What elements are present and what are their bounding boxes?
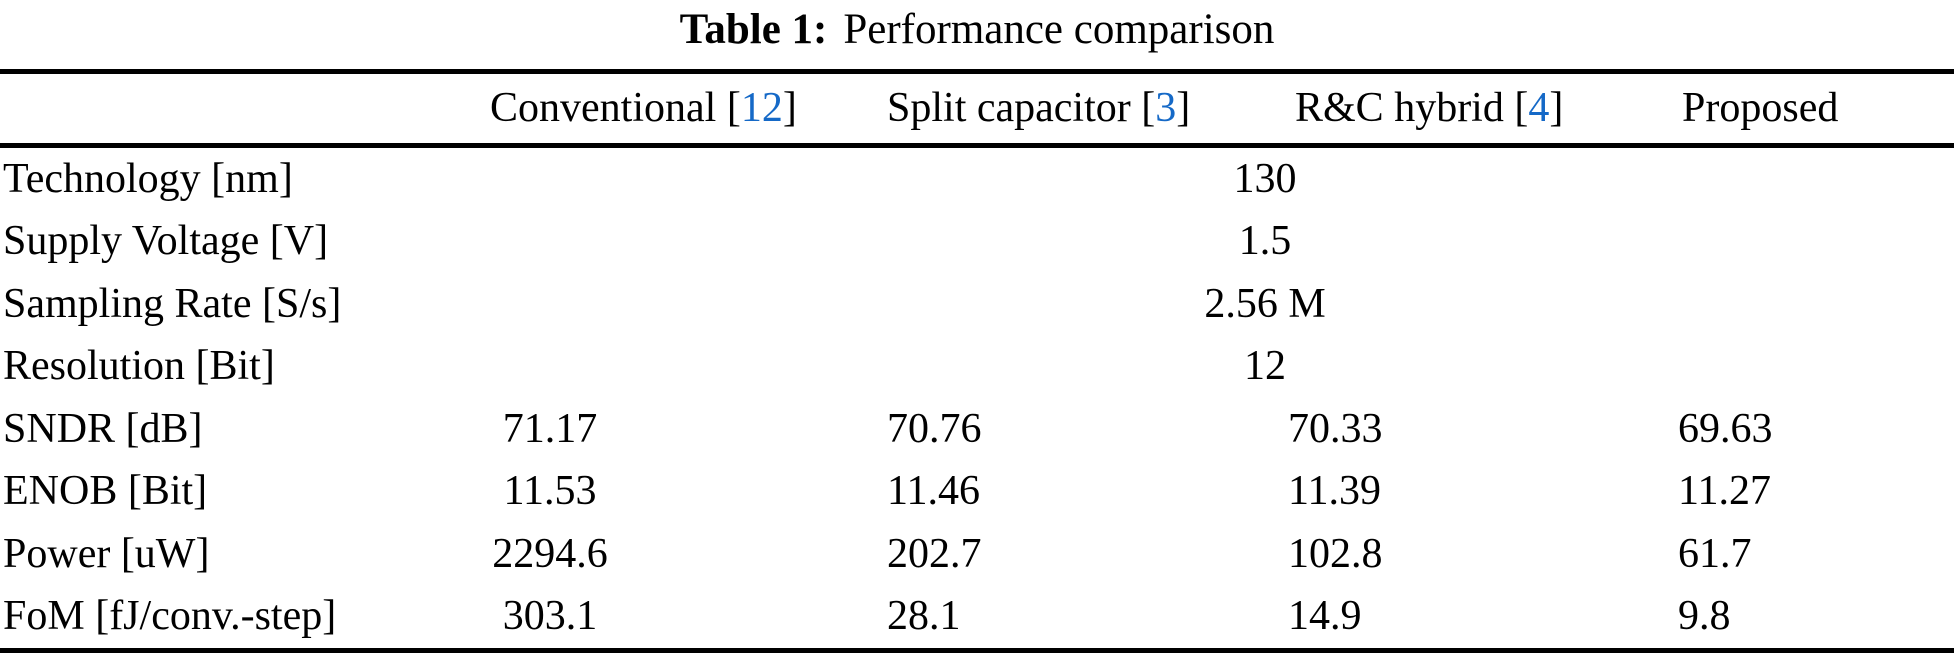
column-header-label: Proposed (1682, 85, 1839, 131)
row-label: Resolution [Bit] (3, 343, 275, 389)
citation-bracket: ] (1549, 85, 1564, 131)
citation-bracket: [ (716, 85, 741, 131)
cell-value: 11.39 (1288, 468, 1381, 514)
shared-cell-value: 2.56 M (1204, 281, 1326, 327)
cell-value: 303.1 (502, 593, 598, 639)
cell-value: 11.53 (503, 468, 597, 514)
table-row-resolution: Resolution [Bit] 12 (0, 335, 1954, 398)
citation-link-12[interactable]: 12 (740, 85, 783, 131)
cell-value: 9.8 (1678, 593, 1731, 639)
cell-value: 28.1 (887, 593, 961, 639)
column-header-rc-hybrid: R&C hybrid [4] (1295, 74, 1563, 143)
column-header-label: Split capacitor (887, 85, 1131, 131)
column-header-split-capacitor: Split capacitor [3] (887, 74, 1190, 143)
column-header-conventional: Conventional [12] (490, 74, 797, 143)
citation-link-3[interactable]: 3 (1155, 85, 1177, 131)
row-label: ENOB [Bit] (3, 468, 208, 514)
table-row-sndr: SNDR [dB] 71.17 70.76 70.33 69.63 (0, 398, 1954, 461)
row-label: Power [uW] (3, 531, 210, 577)
row-label: FoM [fJ/conv.-step] (3, 593, 337, 639)
cell-value: 2294.6 (492, 531, 608, 577)
cell-value: 70.76 (887, 406, 982, 452)
table-caption: Table 1: Performance comparison (0, 2, 1954, 58)
table-top-rule (0, 69, 1954, 74)
cell-value: 102.8 (1288, 531, 1383, 577)
table-row-technology: Technology [nm] 130 (0, 148, 1954, 211)
row-label: Sampling Rate [S/s] (3, 281, 342, 327)
shared-cell-value: 130 (1233, 156, 1297, 202)
table-row-power: Power [uW] 2294.6 202.7 102.8 61.7 (0, 523, 1954, 586)
row-label: Supply Voltage [V] (3, 218, 329, 264)
table-row-sampling-rate: Sampling Rate [S/s] 2.56 M (0, 273, 1954, 336)
citation-bracket: [ (1130, 85, 1156, 131)
cell-value: 70.33 (1288, 406, 1383, 452)
caption-title-text: Performance comparison (843, 6, 1275, 53)
citation-bracket: ] (1176, 85, 1191, 131)
cell-value: 61.7 (1678, 531, 1752, 577)
cell-value: 11.46 (887, 468, 980, 514)
caption-number-label: Table 1: (679, 6, 828, 53)
table-row-enob: ENOB [Bit] 11.53 11.46 11.39 11.27 (0, 460, 1954, 523)
table-row-supply-voltage: Supply Voltage [V] 1.5 (0, 210, 1954, 273)
cell-value: 71.17 (502, 406, 598, 452)
table-bottom-rule (0, 648, 1954, 653)
table-header-rule (0, 143, 1954, 148)
cell-value: 202.7 (887, 531, 982, 577)
column-header-label: R&C hybrid (1295, 85, 1504, 131)
row-label: Technology [nm] (3, 156, 293, 202)
cell-value: 11.27 (1678, 468, 1771, 514)
row-label: SNDR [dB] (3, 406, 203, 452)
shared-cell-value: 1.5 (1238, 218, 1292, 264)
column-header-label: Conventional (490, 85, 717, 131)
citation-bracket: ] (782, 85, 797, 131)
table-row-fom: FoM [fJ/conv.-step] 303.1 28.1 14.9 9.8 (0, 585, 1954, 648)
cell-value: 14.9 (1288, 593, 1362, 639)
table-header-row: Conventional [12] Split capacitor [3] R&… (0, 74, 1954, 143)
citation-bracket: [ (1503, 85, 1529, 131)
shared-cell-value: 12 (1244, 343, 1286, 389)
citation-link-4[interactable]: 4 (1528, 85, 1550, 131)
column-header-proposed: Proposed (1682, 74, 1838, 143)
cell-value: 69.63 (1678, 406, 1773, 452)
